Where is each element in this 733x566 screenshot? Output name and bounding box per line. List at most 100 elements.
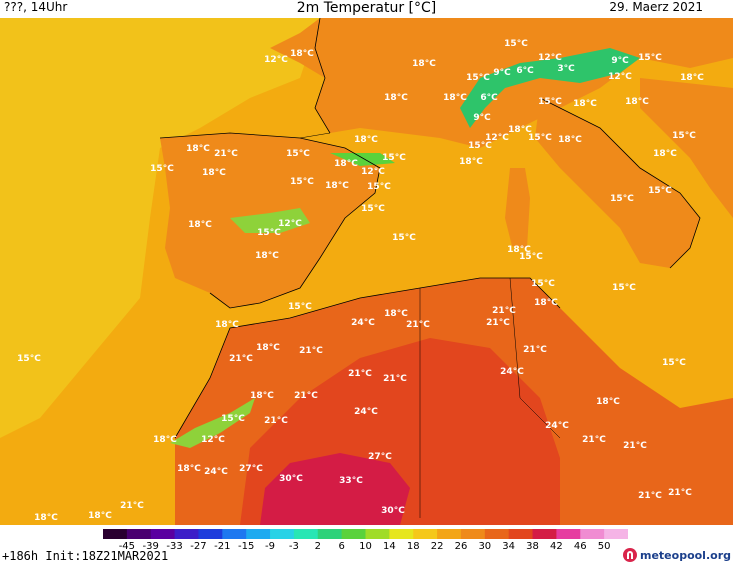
legend-tick: 2 <box>314 541 321 552</box>
temp-label: 18°C <box>384 93 408 103</box>
temp-label: 21°C <box>120 501 144 511</box>
temp-label: 6°C <box>516 66 534 76</box>
temp-label: 18°C <box>459 157 483 167</box>
legend-swatch <box>198 529 223 539</box>
temp-label: 18°C <box>88 511 112 521</box>
alps <box>460 48 640 128</box>
temp-label: 21°C <box>582 435 606 445</box>
legend-tick: 42 <box>550 541 563 552</box>
temp-label: 21°C <box>299 346 323 356</box>
legend-tick: 30 <box>478 541 492 552</box>
temp-label: 18°C <box>680 73 704 83</box>
legend-tick: 26 <box>454 541 468 552</box>
temp-label: 30°C <box>279 474 303 484</box>
legend-swatch <box>341 529 366 539</box>
temp-label: 18°C <box>573 99 597 109</box>
temp-label: 24°C <box>545 421 569 431</box>
temp-label: 12°C <box>485 133 509 143</box>
temp-label: 6°C <box>480 93 498 103</box>
temperature-map: 18°C12°C 18°C15°C12°C 9°C 15°C9°C 6°C 3°C18°C… <box>0 18 733 525</box>
legend-tick: 22 <box>430 541 444 552</box>
legend-swatch <box>365 529 390 539</box>
temp-label: 18°C <box>508 125 532 135</box>
temp-label: 21°C <box>623 441 647 451</box>
meteopool-icon <box>623 548 637 562</box>
temp-label: 18°C <box>250 391 274 401</box>
temp-label: 30°C <box>381 506 405 516</box>
temp-label: 15°C <box>531 279 555 289</box>
legend-tick: -27 <box>190 541 207 552</box>
legend-swatch <box>508 529 534 539</box>
temp-label: 21°C <box>229 354 253 364</box>
legend-swatch <box>222 529 247 539</box>
temp-label: 15°C <box>286 149 310 159</box>
legend-swatch <box>246 529 271 539</box>
coastline <box>159 18 701 439</box>
legend-tick: 46 <box>573 541 587 552</box>
header: ???, 14Uhr 2m Temperatur [°C] 29. Maerz … <box>0 0 733 18</box>
temp-label: 15°C <box>638 53 662 63</box>
temp-label: 21°C <box>294 391 318 401</box>
temp-label: 24°C <box>351 318 375 328</box>
temp-label: 18°C <box>653 149 677 159</box>
sierra-nevada <box>230 208 310 233</box>
temp-label: 18°C <box>215 320 239 330</box>
temp-label: 24°C <box>204 467 228 477</box>
temp-label: 12°C <box>278 219 302 229</box>
temp-label: 15°C <box>538 97 562 107</box>
temp-label: 12°C <box>264 55 288 65</box>
temp-label: 9°C <box>611 56 629 66</box>
legend-tick: -33 <box>166 541 183 552</box>
legend-tick: -15 <box>238 541 255 552</box>
temp-label: 21°C <box>214 149 238 159</box>
temp-label: 18°C <box>255 251 279 261</box>
temp-label: 15°C <box>367 182 391 192</box>
temp-label: 15°C <box>662 358 686 368</box>
land-sardinia <box>505 168 530 248</box>
legend-swatch <box>484 529 510 539</box>
temp-label: 15°C <box>466 73 490 83</box>
temp-label: 15°C <box>257 228 281 238</box>
temp-label: 18°C <box>153 435 177 445</box>
temp-label: 21°C <box>383 374 407 384</box>
temp-label: 15°C <box>290 177 314 187</box>
legend-swatch <box>103 529 128 539</box>
temp-label: 21°C <box>486 318 510 328</box>
legend-tick: 14 <box>382 541 396 552</box>
temp-label: 15°C <box>361 204 385 214</box>
legend-tick: -3 <box>288 541 299 552</box>
temp-label: 15°C <box>612 283 636 293</box>
legend-swatch <box>389 529 414 539</box>
land-balkans <box>640 78 733 218</box>
legend-tick: 38 <box>526 541 539 552</box>
temp-label: 12°C <box>538 53 562 63</box>
legend-tick: 34 <box>502 541 516 552</box>
meteopool-logo[interactable]: meteopool.org <box>623 546 731 564</box>
init-label: +186h Init:18Z21MAR2021 <box>2 549 169 563</box>
temp-label: 18°C <box>596 397 620 407</box>
temp-label: 18°C <box>625 97 649 107</box>
temp-label: 18°C <box>334 159 358 169</box>
temp-label: 18°C <box>202 168 226 178</box>
temp-label: 3°C <box>557 64 575 74</box>
legend-tick: -39 <box>142 541 159 552</box>
temp-label: 18°C <box>188 220 212 230</box>
temp-label: 18°C <box>34 513 58 523</box>
temp-label: 33°C <box>339 476 363 486</box>
temp-label: 15°C <box>17 354 41 364</box>
legend-swatch <box>604 529 628 539</box>
temp-label: 15°C <box>519 252 543 262</box>
legend-swatch <box>293 529 319 539</box>
temp-label: 15°C <box>288 302 312 312</box>
temp-label: 18°C <box>325 181 349 191</box>
legend-tick: 50 <box>597 541 611 552</box>
temp-label: 21°C <box>492 306 516 316</box>
temp-label: 27°C <box>368 452 392 462</box>
map-title: 2m Temperatur [°C] <box>296 0 437 16</box>
temp-label: 18°C <box>558 135 582 145</box>
temp-label: 21°C <box>348 369 372 379</box>
temp-label: 12°C <box>361 167 385 177</box>
legend-swatch <box>150 529 176 539</box>
temp-label: 18°C <box>186 144 210 154</box>
legend-tick: 10 <box>359 541 372 552</box>
